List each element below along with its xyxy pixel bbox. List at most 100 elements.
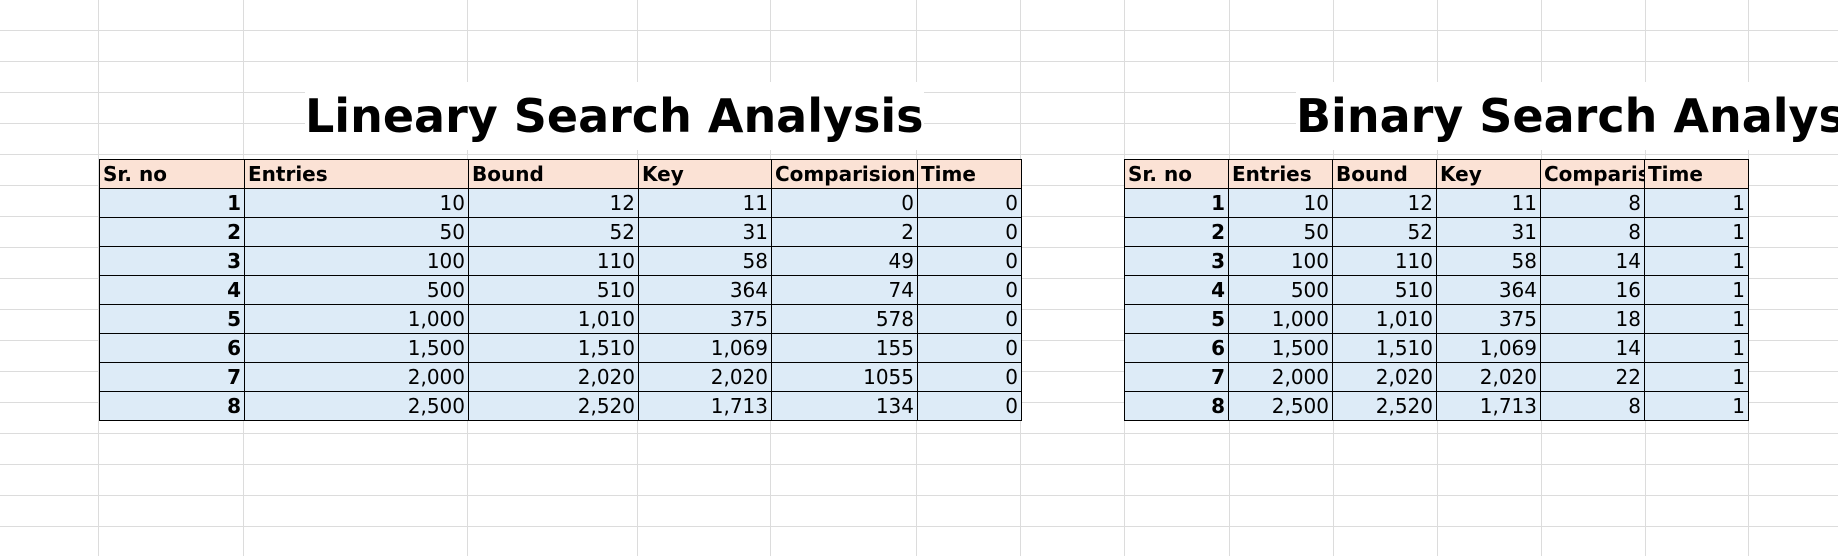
- cell-bound[interactable]: 12: [1332, 188, 1437, 218]
- cell-key[interactable]: 2,020: [1436, 362, 1541, 392]
- cell-sr-no[interactable]: 1: [1124, 188, 1229, 218]
- cell-entries[interactable]: 100: [244, 246, 469, 276]
- cell-entries[interactable]: 50: [244, 217, 469, 247]
- cell-sr-no[interactable]: 3: [99, 246, 245, 276]
- cell-comparision[interactable]: 155: [771, 333, 918, 363]
- cell-sr-no[interactable]: 4: [99, 275, 245, 305]
- header-cell-key[interactable]: Key: [638, 159, 772, 189]
- cell-time[interactable]: 0: [917, 362, 1022, 392]
- cell-bound[interactable]: 2,520: [1332, 391, 1437, 421]
- cell-bound[interactable]: 110: [468, 246, 639, 276]
- cell-bound[interactable]: 12: [468, 188, 639, 218]
- cell-comparision[interactable]: 74: [771, 275, 918, 305]
- cell-time[interactable]: 1: [1644, 362, 1749, 392]
- cell-sr-no[interactable]: 5: [99, 304, 245, 334]
- cell-comparision[interactable]: 22: [1540, 362, 1645, 392]
- cell-comparision[interactable]: 1055: [771, 362, 918, 392]
- cell-entries[interactable]: 2,000: [244, 362, 469, 392]
- cell-key[interactable]: 31: [638, 217, 772, 247]
- header-cell-bound[interactable]: Bound: [468, 159, 639, 189]
- cell-sr-no[interactable]: 7: [1124, 362, 1229, 392]
- cell-key[interactable]: 1,713: [638, 391, 772, 421]
- header-cell-time[interactable]: Time: [1644, 159, 1749, 189]
- cell-sr-no[interactable]: 6: [1124, 333, 1229, 363]
- cell-comparision[interactable]: 14: [1540, 246, 1645, 276]
- header-cell-bound[interactable]: Bound: [1332, 159, 1437, 189]
- cell-entries[interactable]: 1,000: [244, 304, 469, 334]
- cell-comparision[interactable]: 16: [1540, 275, 1645, 305]
- cell-sr-no[interactable]: 4: [1124, 275, 1229, 305]
- cell-time[interactable]: 1: [1644, 333, 1749, 363]
- cell-entries[interactable]: 500: [244, 275, 469, 305]
- cell-key[interactable]: 364: [638, 275, 772, 305]
- cell-time[interactable]: 0: [917, 304, 1022, 334]
- cell-time[interactable]: 0: [917, 333, 1022, 363]
- cell-bound[interactable]: 2,020: [468, 362, 639, 392]
- cell-key[interactable]: 375: [1436, 304, 1541, 334]
- cell-time[interactable]: 0: [917, 217, 1022, 247]
- cell-time[interactable]: 1: [1644, 217, 1749, 247]
- cell-bound[interactable]: 1,510: [468, 333, 639, 363]
- cell-key[interactable]: 58: [638, 246, 772, 276]
- cell-entries[interactable]: 1,500: [244, 333, 469, 363]
- cell-time[interactable]: 0: [917, 188, 1022, 218]
- header-cell-time[interactable]: Time: [917, 159, 1022, 189]
- cell-time[interactable]: 1: [1644, 391, 1749, 421]
- cell-comparision[interactable]: 8: [1540, 188, 1645, 218]
- cell-key[interactable]: 1,069: [1436, 333, 1541, 363]
- cell-comparision[interactable]: 18: [1540, 304, 1645, 334]
- cell-sr-no[interactable]: 7: [99, 362, 245, 392]
- cell-bound[interactable]: 2,020: [1332, 362, 1437, 392]
- cell-entries[interactable]: 100: [1228, 246, 1333, 276]
- cell-comparision[interactable]: 49: [771, 246, 918, 276]
- cell-bound[interactable]: 1,510: [1332, 333, 1437, 363]
- cell-bound[interactable]: 52: [468, 217, 639, 247]
- cell-key[interactable]: 2,020: [638, 362, 772, 392]
- header-cell-entries[interactable]: Entries: [1228, 159, 1333, 189]
- cell-sr-no[interactable]: 2: [99, 217, 245, 247]
- cell-comparision[interactable]: 134: [771, 391, 918, 421]
- cell-sr-no[interactable]: 5: [1124, 304, 1229, 334]
- cell-entries[interactable]: 10: [244, 188, 469, 218]
- cell-key[interactable]: 1,713: [1436, 391, 1541, 421]
- linear-search-title[interactable]: Lineary Search Analysis: [305, 82, 924, 150]
- cell-key[interactable]: 11: [638, 188, 772, 218]
- cell-entries[interactable]: 50: [1228, 217, 1333, 247]
- cell-comparision[interactable]: 8: [1540, 217, 1645, 247]
- binary-search-title[interactable]: Binary Search Analysis: [1296, 82, 1838, 150]
- cell-time[interactable]: 0: [917, 391, 1022, 421]
- cell-sr-no[interactable]: 2: [1124, 217, 1229, 247]
- cell-bound[interactable]: 1,010: [468, 304, 639, 334]
- cell-key[interactable]: 58: [1436, 246, 1541, 276]
- cell-key[interactable]: 375: [638, 304, 772, 334]
- cell-sr-no[interactable]: 1: [99, 188, 245, 218]
- header-cell-sr-no[interactable]: Sr. no: [1124, 159, 1229, 189]
- cell-entries[interactable]: 1,500: [1228, 333, 1333, 363]
- cell-entries[interactable]: 1,000: [1228, 304, 1333, 334]
- cell-comparision[interactable]: 578: [771, 304, 918, 334]
- cell-bound[interactable]: 52: [1332, 217, 1437, 247]
- cell-entries[interactable]: 2,500: [1228, 391, 1333, 421]
- header-cell-comparision[interactable]: Comparisi: [1540, 159, 1645, 189]
- cell-bound[interactable]: 510: [1332, 275, 1437, 305]
- cell-bound[interactable]: 2,520: [468, 391, 639, 421]
- cell-entries[interactable]: 2,000: [1228, 362, 1333, 392]
- cell-key[interactable]: 11: [1436, 188, 1541, 218]
- header-cell-sr-no[interactable]: Sr. no: [99, 159, 245, 189]
- header-cell-key[interactable]: Key: [1436, 159, 1541, 189]
- cell-comparision[interactable]: 8: [1540, 391, 1645, 421]
- cell-sr-no[interactable]: 6: [99, 333, 245, 363]
- cell-key[interactable]: 1,069: [638, 333, 772, 363]
- cell-key[interactable]: 364: [1436, 275, 1541, 305]
- cell-time[interactable]: 0: [917, 275, 1022, 305]
- cell-key[interactable]: 31: [1436, 217, 1541, 247]
- cell-sr-no[interactable]: 8: [1124, 391, 1229, 421]
- cell-time[interactable]: 1: [1644, 275, 1749, 305]
- cell-bound[interactable]: 110: [1332, 246, 1437, 276]
- cell-bound[interactable]: 1,010: [1332, 304, 1437, 334]
- cell-time[interactable]: 1: [1644, 188, 1749, 218]
- cell-time[interactable]: 1: [1644, 246, 1749, 276]
- cell-entries[interactable]: 10: [1228, 188, 1333, 218]
- cell-comparision[interactable]: 0: [771, 188, 918, 218]
- cell-entries[interactable]: 500: [1228, 275, 1333, 305]
